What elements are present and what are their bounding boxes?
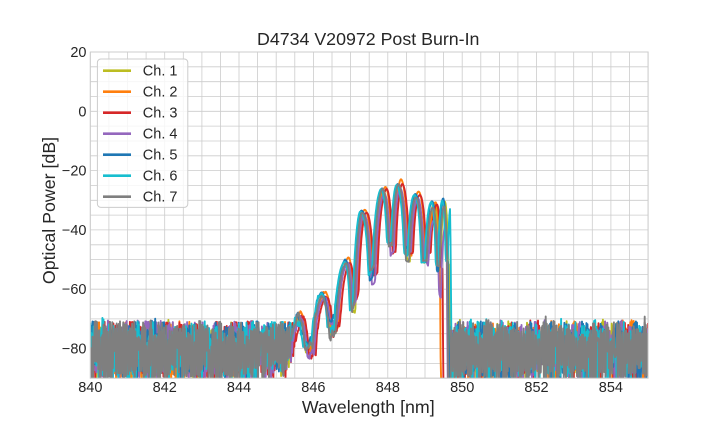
svg-text:Ch. 4: Ch. 4 xyxy=(143,127,178,143)
svg-text:Ch. 2: Ch. 2 xyxy=(143,85,178,101)
svg-text:Optical Power [dB]: Optical Power [dB] xyxy=(39,137,59,284)
svg-text:Ch. 7: Ch. 7 xyxy=(143,190,178,206)
svg-text:Ch. 3: Ch. 3 xyxy=(143,106,178,122)
svg-text:852: 852 xyxy=(524,380,548,396)
svg-text:−40: −40 xyxy=(62,223,87,239)
svg-text:Ch. 1: Ch. 1 xyxy=(143,64,178,80)
svg-text:D4734 V20972 Post Burn-In: D4734 V20972 Post Burn-In xyxy=(257,29,479,49)
svg-text:−60: −60 xyxy=(62,282,87,298)
svg-text:842: 842 xyxy=(153,380,177,396)
svg-text:Ch. 6: Ch. 6 xyxy=(143,169,178,185)
svg-text:Wavelength [nm]: Wavelength [nm] xyxy=(302,397,435,417)
svg-text:850: 850 xyxy=(450,380,474,396)
svg-text:0: 0 xyxy=(78,104,86,120)
svg-text:20: 20 xyxy=(70,45,86,61)
svg-text:844: 844 xyxy=(227,380,251,396)
svg-text:854: 854 xyxy=(599,380,623,396)
svg-text:840: 840 xyxy=(78,380,102,396)
svg-text:Ch. 5: Ch. 5 xyxy=(143,148,178,164)
svg-text:848: 848 xyxy=(376,380,400,396)
svg-text:−80: −80 xyxy=(62,342,87,358)
svg-text:846: 846 xyxy=(301,380,325,396)
svg-text:−20: −20 xyxy=(62,164,87,180)
